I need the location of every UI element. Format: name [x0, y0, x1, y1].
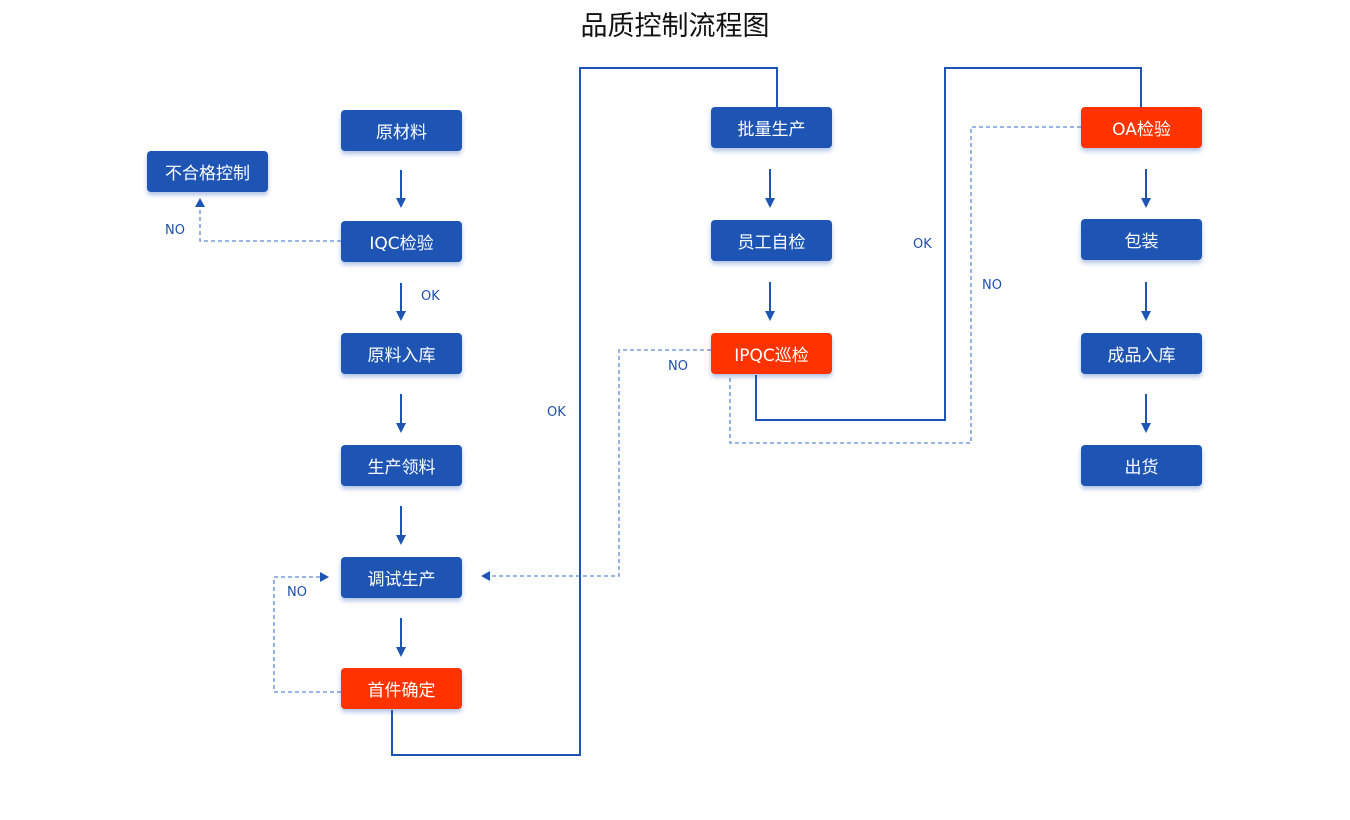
- node-nonconforming: 不合格控制: [147, 151, 268, 192]
- dashed-iqc-to-nonconforming: [199, 206, 341, 242]
- label-iqc-no: NO: [165, 223, 185, 238]
- arrowhead-trial-left: [320, 572, 329, 582]
- node-raw-material: 原材料: [341, 110, 462, 151]
- node-finished-storage: 成品入库: [1081, 333, 1202, 374]
- node-raw-storage: 原料入库: [341, 333, 462, 374]
- label-oa-no: NO: [982, 278, 1002, 293]
- node-packing: 包装: [1081, 219, 1202, 260]
- label-ipqc-no: NO: [668, 359, 688, 374]
- node-mass-production: 批量生产: [711, 107, 832, 148]
- node-oa: OA检验: [1081, 107, 1202, 148]
- dashed-ipqc-to-trial: [490, 349, 711, 577]
- node-ipqc: IPQC巡检: [711, 333, 832, 374]
- line-first-to-mass: [391, 67, 778, 756]
- label-first-article-no: NO: [287, 585, 307, 600]
- diagram-title: 品质控制流程图: [580, 11, 770, 42]
- node-material-pick: 生产领料: [341, 445, 462, 486]
- node-trial-production: 调试生产: [341, 557, 462, 598]
- label-first-article-ok: OK: [547, 405, 566, 420]
- label-ipqc-ok: OK: [913, 237, 932, 252]
- node-self-check: 员工自检: [711, 220, 832, 261]
- arrowhead-trial-right: [481, 571, 490, 581]
- line-ipqc-to-oa: [755, 67, 1142, 421]
- node-first-article: 首件确定: [341, 668, 462, 709]
- arrowhead-nonconforming: [195, 198, 205, 207]
- label-iqc-ok: OK: [421, 289, 440, 304]
- dashed-oa-to-ipqc: [729, 126, 1081, 444]
- dashed-first-to-trial: [273, 576, 341, 693]
- node-shipping: 出货: [1081, 445, 1202, 486]
- node-iqc: IQC检验: [341, 221, 462, 262]
